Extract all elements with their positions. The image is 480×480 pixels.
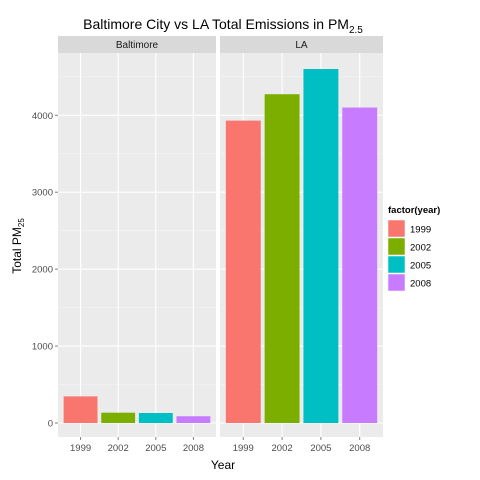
x-tick-label: 1999 [233,443,254,454]
x-tick-label: 2002 [108,443,129,454]
bar-la-2008 [342,107,378,424]
bar-baltimore-1999 [63,396,98,423]
legend-label-1999: 1999 [410,225,431,236]
panel-la: LA [220,36,383,437]
x-axis-title: Year [211,458,235,472]
y-axis-title: Total PM25 [10,218,26,274]
bar-la-2002 [264,94,300,423]
y-tick-label: 1000 [32,342,53,353]
bar-la-2005 [303,69,339,423]
legend-label-2002: 2002 [410,243,431,254]
facet-strip [220,36,383,53]
x-tick-label: 2008 [183,443,204,454]
x-tick-label: 2005 [310,443,331,454]
legend-title: factor(year) [388,205,440,216]
legend-label-2008: 2008 [410,279,431,290]
bar-baltimore-2002 [101,412,136,423]
legend-key-1999 [387,219,406,238]
y-tick-label: 4000 [32,111,53,122]
facet-panels: Baltimore LA [58,36,383,437]
y-tick-label: 3000 [32,188,53,199]
legend-label-2005: 2005 [410,261,431,272]
x-axis: 1999 2002 2005 2008 1999 2002 2005 2008 [70,437,370,454]
y-axis: 0 1000 2000 3000 4000 [32,111,58,430]
x-tick-label: 2008 [349,443,370,454]
y-tick-label: 2000 [32,265,53,276]
facet-strip-label: Baltimore [116,40,159,51]
x-tick-label: 2002 [272,443,293,454]
legend: factor(year) 1999 2002 2005 2008 [387,205,440,292]
panel-baltimore: Baltimore [58,36,216,437]
x-tick-label: 2005 [145,443,166,454]
y-tick-label: 0 [48,419,53,430]
x-tick-label: 1999 [70,443,91,454]
bar-la-1999 [225,120,261,423]
legend-key-2002 [387,237,406,256]
facet-strip [58,36,216,53]
legend-key-2005 [387,255,406,274]
bar-baltimore-2008 [176,416,211,423]
panel-background [58,53,216,437]
facet-strip-label: LA [295,40,308,51]
chart-title: Baltimore City vs LA Total Emissions in … [83,16,363,36]
bar-baltimore-2005 [138,413,173,423]
legend-key-2008 [387,273,406,292]
